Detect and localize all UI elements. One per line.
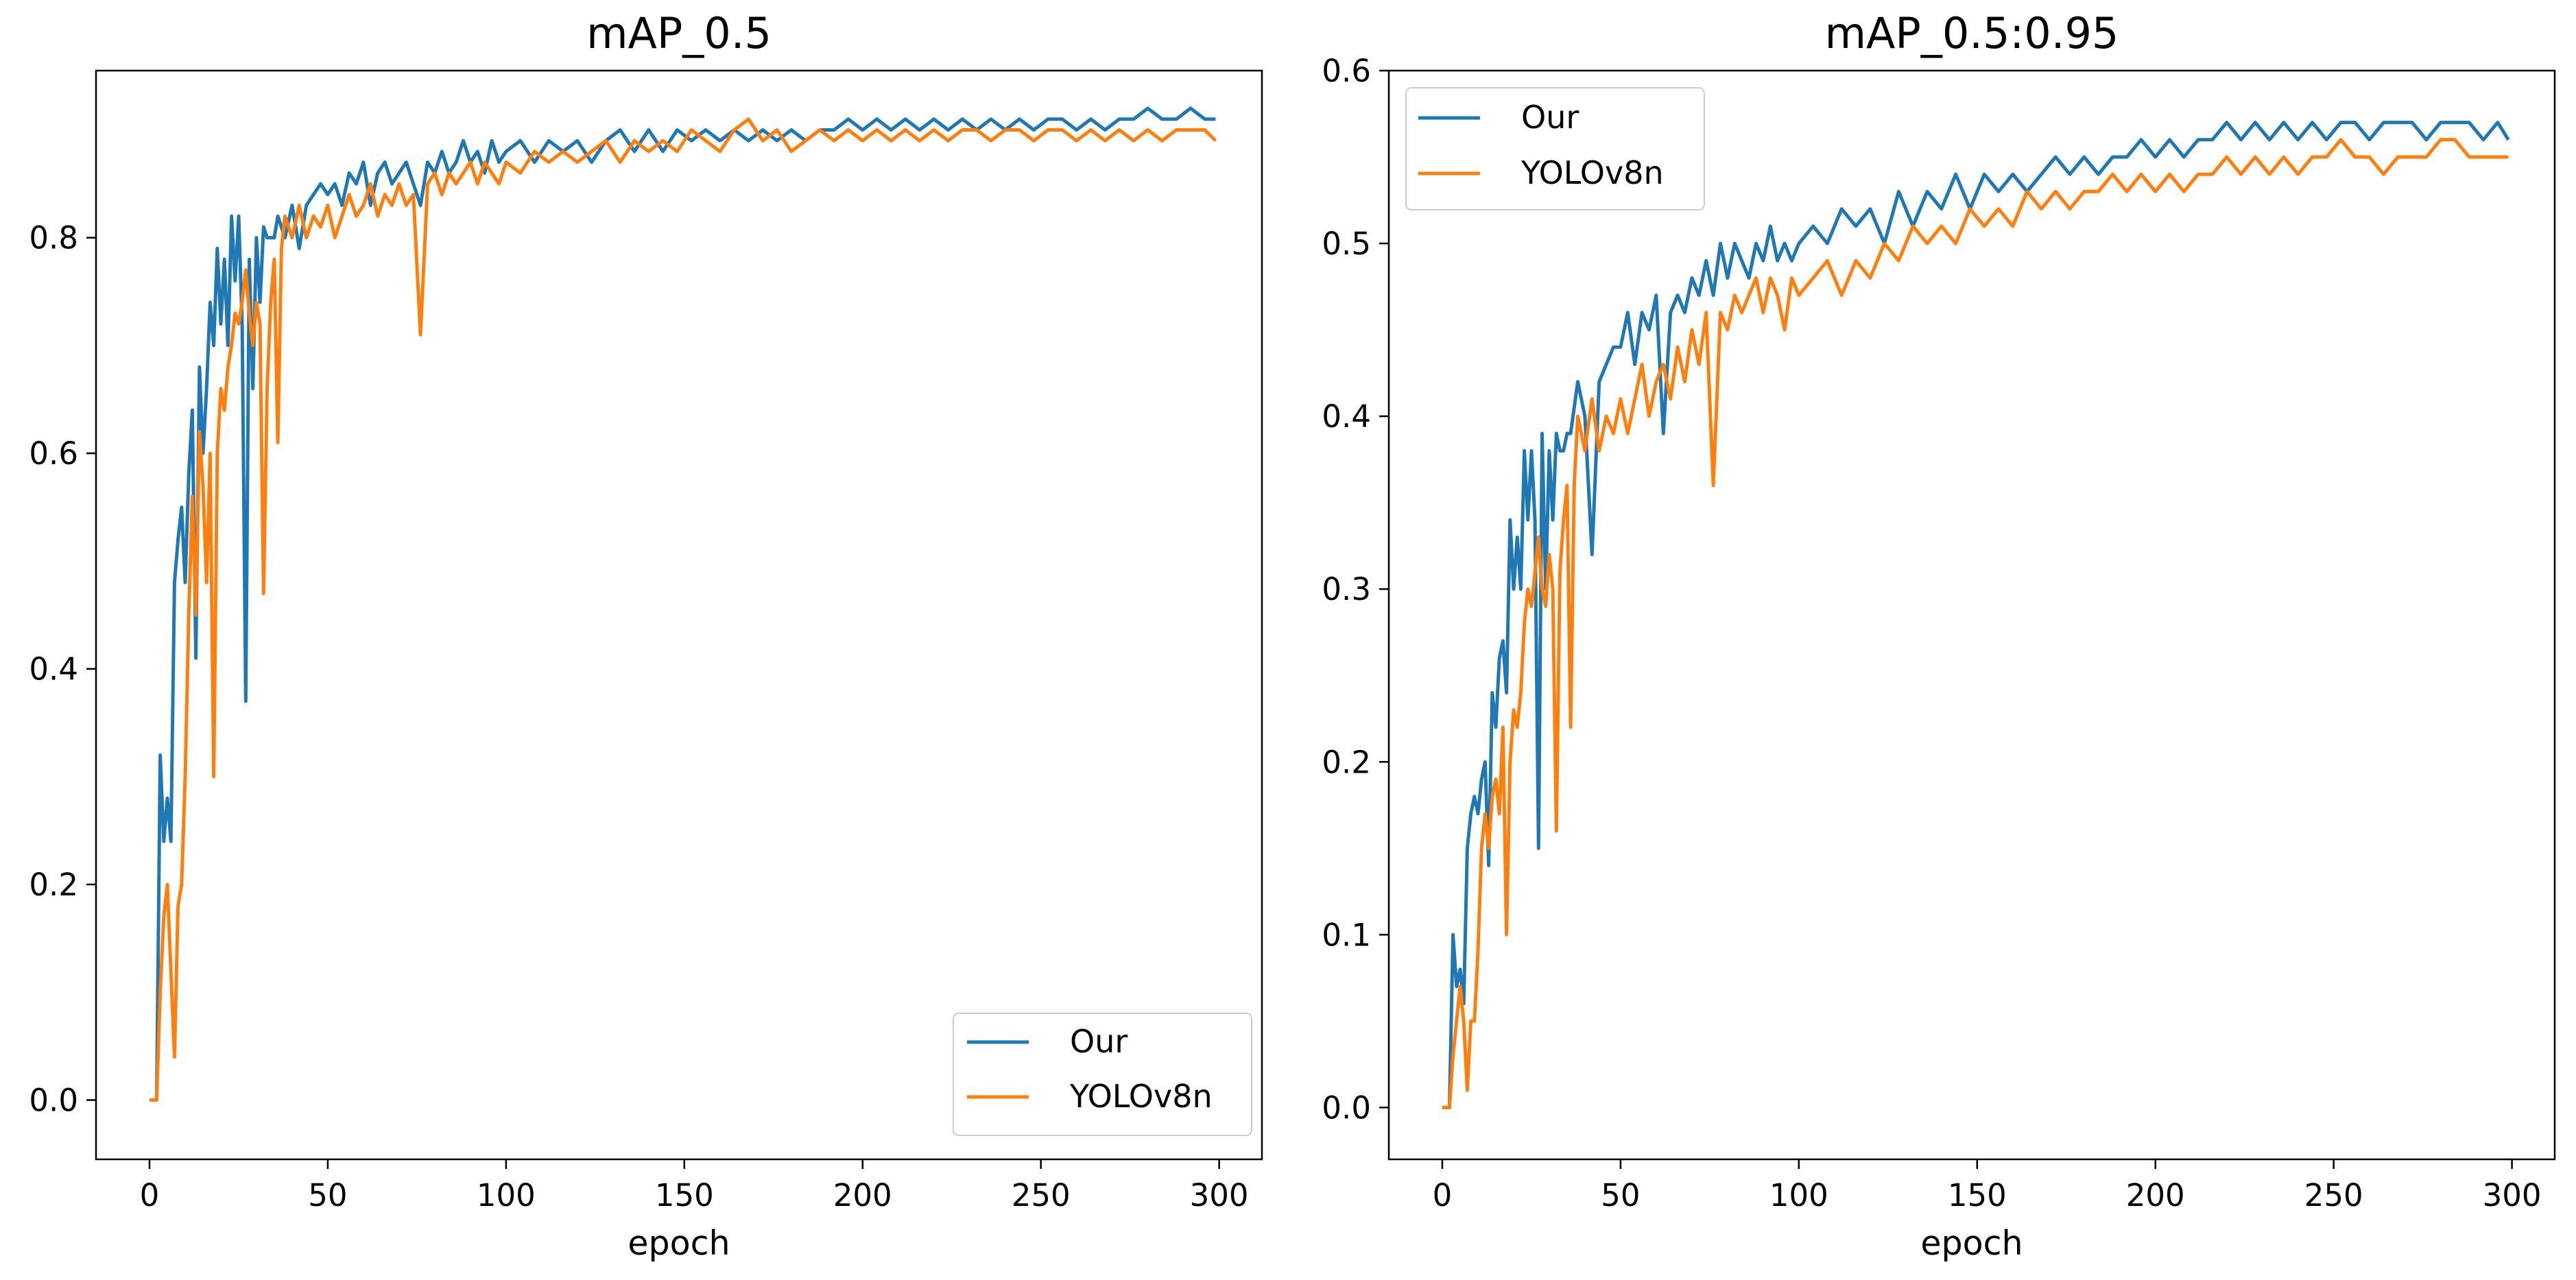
axes-frame [95, 69, 1263, 1161]
x-axis-label: epoch [1920, 1224, 2023, 1263]
y-tick-label: 0.8 [29, 220, 78, 256]
y-tick-label: 0.6 [29, 435, 78, 472]
legend-frame [1405, 87, 1705, 210]
y-tick-label: 0.2 [1322, 744, 1371, 780]
chart-map50-95: mAP_0.5:0.95 0 50 100 150 200 250 300 0.0 0.1 0.2… [1322, 8, 2556, 1263]
plot-area: 0 50 100 150 200 250 300 0.0 0.2 0.4 0.6 0.8 [29, 69, 1263, 1213]
legend-label-our: Our [1521, 99, 1579, 136]
x-tick-label: 50 [308, 1177, 347, 1213]
chart-map50: mAP_0.5 0 50 100 150 200 250 300 0.0 0.2 0.4 0.6 0.… [29, 8, 1263, 1263]
series-line-our [150, 106, 1216, 1102]
y-tick-label: 0.5 [1322, 226, 1371, 262]
legend-label-yolov8n: YOLOv8n [1069, 1078, 1213, 1115]
x-tick-label: 0 [140, 1177, 160, 1213]
x-tick-label: 50 [1601, 1177, 1640, 1213]
x-tick-label: 200 [833, 1177, 892, 1213]
legend: Our YOLOv8n [1405, 87, 1705, 210]
x-tick-label: 0 [1433, 1177, 1453, 1213]
x-tick-label: 200 [2126, 1177, 2185, 1213]
y-tick-label: 0.4 [1322, 398, 1371, 435]
y-tick-label: 0.3 [1322, 571, 1371, 607]
x-tick-label: 300 [1190, 1177, 1249, 1213]
x-tick-label: 150 [655, 1177, 714, 1213]
y-tick-label: 0.0 [29, 1083, 78, 1119]
y-tick-label: 0.6 [1322, 53, 1371, 89]
legend: Our YOLOv8n [953, 1013, 1252, 1136]
chart-title: mAP_0.5 [586, 8, 772, 58]
y-tick-label: 0.0 [1322, 1089, 1371, 1126]
series-line-our [1442, 121, 2510, 1109]
y-tick-label: 0.1 [1322, 917, 1371, 953]
x-tick-label: 250 [2304, 1177, 2363, 1213]
plot-area: 0 50 100 150 200 250 300 0.0 0.1 0.2 0.3 0.4 0.5 0.6 [1322, 53, 2556, 1213]
legend-label-yolov8n: YOLOv8n [1520, 154, 1664, 191]
x-tick-label: 100 [1769, 1177, 1828, 1213]
legend-label-our: Our [1070, 1023, 1128, 1060]
x-tick-label: 100 [477, 1177, 536, 1213]
series-line-yolov8n [1442, 138, 2509, 1109]
series-line-yolov8n [150, 117, 1217, 1102]
x-tick-label: 250 [1012, 1177, 1071, 1213]
x-axis-label: epoch [628, 1224, 730, 1263]
y-tick-label: 0.2 [29, 867, 78, 903]
y-tick-label: 0.4 [29, 651, 78, 688]
chart-title: mAP_0.5:0.95 [1825, 8, 2119, 58]
x-tick-label: 150 [1948, 1177, 2007, 1213]
axes-frame [1387, 69, 2556, 1161]
x-tick-label: 300 [2483, 1177, 2542, 1213]
